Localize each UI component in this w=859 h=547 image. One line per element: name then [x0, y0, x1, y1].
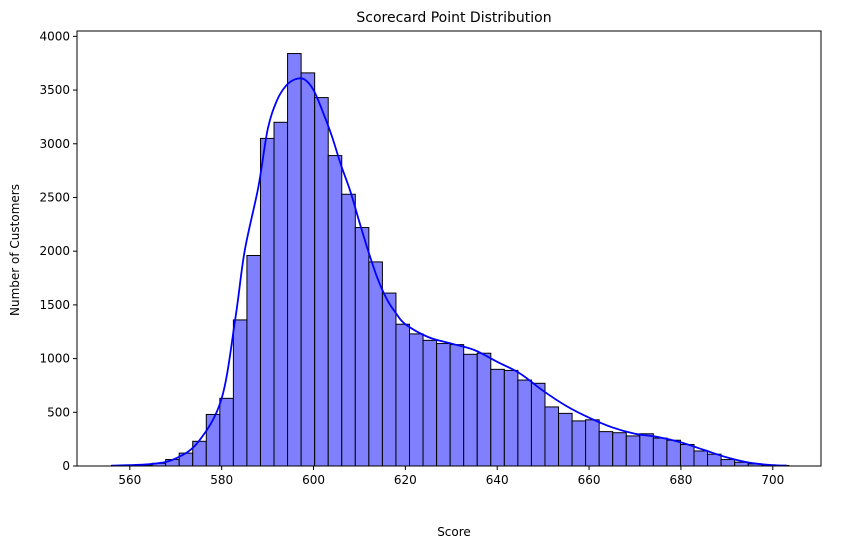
histogram-bar	[232, 319, 248, 467]
y-tick-label: 2000	[39, 244, 70, 258]
plot-frame	[76, 30, 822, 467]
x-axis-ticks: 560 580 600 620 640 660 680 700	[118, 466, 784, 487]
histogram-bar	[246, 254, 261, 467]
histogram-bar	[503, 369, 519, 467]
histogram-bar	[544, 406, 560, 467]
x-tick-label: 660	[578, 473, 601, 487]
histogram-bar	[409, 333, 424, 467]
y-axis-ticks: 0 500 1000 1500 2000 2500 3000 3500 4000	[39, 29, 77, 473]
histogram-bar	[612, 432, 627, 467]
histogram-bar	[259, 137, 275, 467]
y-tick-label: 4000	[39, 29, 70, 43]
histogram-bar	[679, 444, 695, 467]
y-tick-label: 3500	[39, 83, 70, 97]
x-tick-label: 620	[394, 473, 417, 487]
x-axis-label: Score	[437, 525, 471, 539]
x-tick-label: 640	[486, 473, 509, 487]
histogram-bar	[368, 261, 383, 467]
histogram-bar	[625, 435, 641, 467]
histogram-bar	[327, 155, 343, 467]
histogram-bar	[693, 450, 709, 467]
x-tick-label: 560	[118, 473, 141, 487]
histogram-bar	[490, 368, 505, 467]
histogram-bar	[463, 353, 478, 467]
x-tick-label: 680	[669, 473, 692, 487]
histogram-bar	[652, 437, 668, 467]
histogram-bar	[436, 343, 451, 467]
kde-curve	[111, 77, 787, 467]
y-axis-label: Number of Customers	[8, 184, 22, 316]
histogram-bar	[354, 227, 370, 467]
histogram-bar	[395, 323, 411, 467]
y-tick-label: 500	[47, 405, 70, 419]
y-tick-label: 0	[62, 459, 70, 473]
histogram-bar	[530, 382, 546, 467]
y-tick-label: 3000	[39, 137, 70, 151]
histogram-bar	[720, 459, 736, 467]
histogram-bar	[517, 379, 532, 467]
histogram-bar	[219, 397, 234, 467]
histogram-bar	[449, 344, 465, 467]
x-tick-label: 600	[302, 473, 325, 487]
histogram-bar	[381, 292, 397, 467]
x-tick-label: 580	[210, 473, 233, 487]
histogram-bar	[422, 339, 438, 467]
y-tick-label: 2500	[39, 190, 70, 204]
y-tick-label: 1500	[39, 298, 70, 312]
chart-title: Scorecard Point Distribution	[356, 10, 551, 26]
histogram-bar	[273, 121, 289, 467]
histogram-bar	[585, 419, 600, 467]
y-tick-label: 1000	[39, 352, 70, 366]
histogram-bar	[205, 413, 221, 467]
histogram-bar	[598, 431, 614, 467]
histogram-bar	[300, 72, 316, 467]
histogram-bar	[707, 453, 722, 467]
histogram-bar	[558, 412, 573, 467]
histogram-bar	[571, 420, 587, 467]
x-tick-label: 700	[761, 473, 784, 487]
histogram-bar	[476, 352, 492, 467]
histogram-bar	[287, 53, 302, 467]
histogram-bar	[314, 97, 329, 467]
histogram-bar	[666, 439, 681, 467]
histogram-bar	[341, 193, 356, 467]
histogram-bar	[639, 433, 654, 467]
